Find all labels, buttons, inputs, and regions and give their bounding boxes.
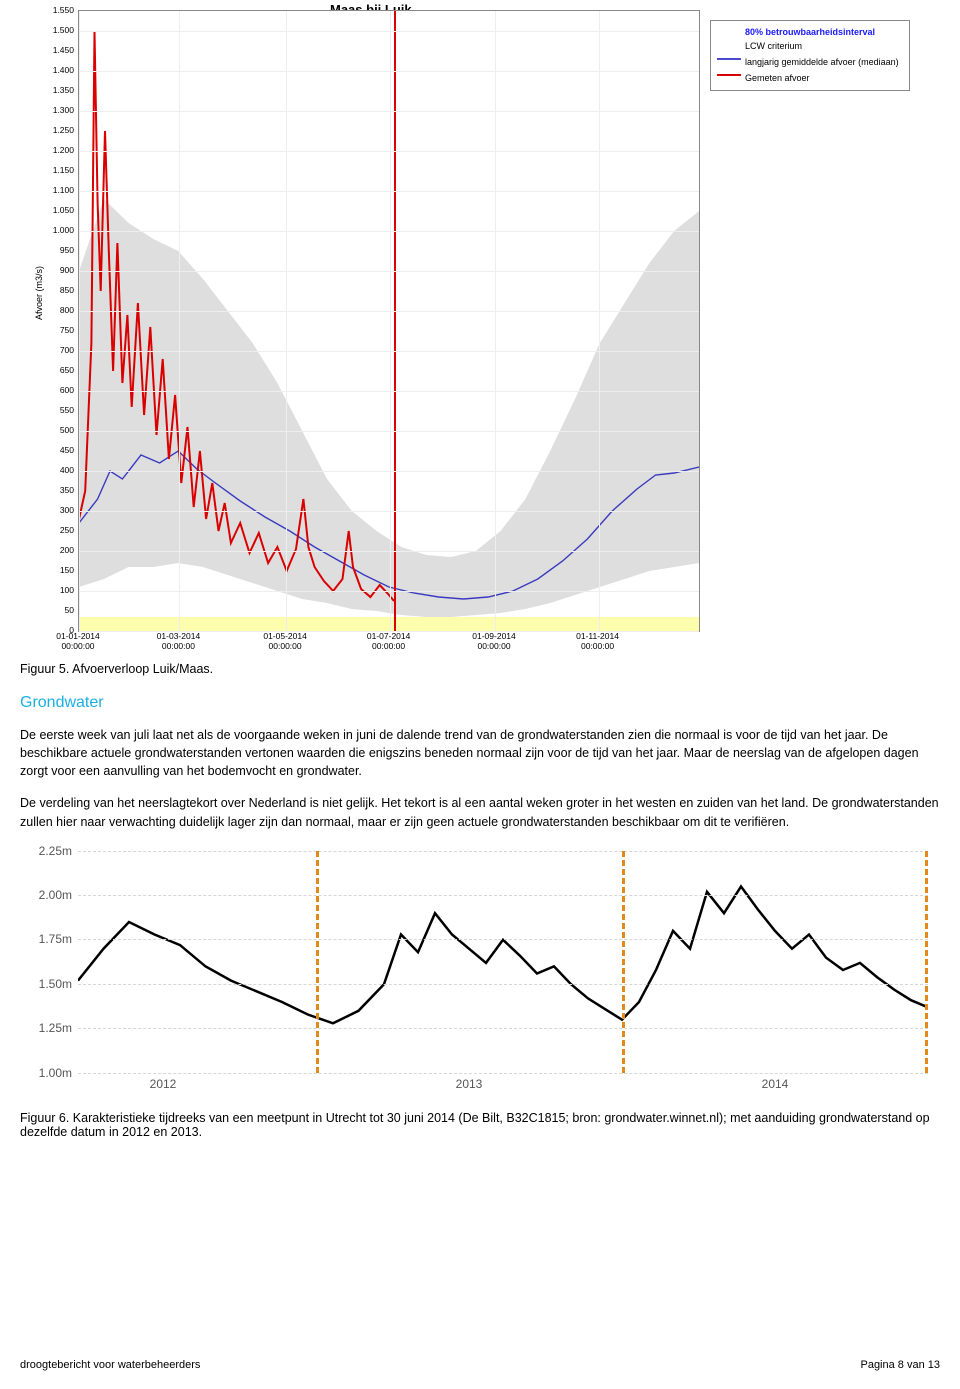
- chart1-y-ticks: 0501001502002503003504004505005506006507…: [44, 10, 74, 630]
- chart1-legend: 80% betrouwbaarheidsinterval LCW criteri…: [710, 20, 910, 91]
- section-heading-grondwater: Grondwater: [20, 694, 940, 712]
- page-footer: droogtebericht voor waterbeheerders Pagi…: [20, 1359, 940, 1371]
- chart1-x-ticks: 01-01-201400:00:0001-03-201400:00:0001-0…: [78, 632, 698, 656]
- paragraph-2: De verdeling van het neerslagtekort over…: [20, 794, 940, 830]
- legend-item-interval: 80% betrouwbaarheidsinterval: [717, 25, 903, 39]
- footer-left: droogtebericht voor waterbeheerders: [20, 1359, 200, 1371]
- legend-item-lcw: LCW criterium: [717, 39, 903, 53]
- figure5-caption: Figuur 5. Afvoerverloop Luik/Maas.: [20, 662, 940, 676]
- chart2-plot-area: [78, 851, 928, 1073]
- chart1-current-date-marker: [394, 11, 396, 631]
- chart1-yaxis-label: Afvoer (m3/s): [34, 266, 44, 320]
- legend-item-measured: Gemeten afvoer: [717, 70, 903, 86]
- paragraph-1: De eerste week van juli laat net als de …: [20, 726, 940, 780]
- chart-maas-bij-luik: Maas bij Luik Afvoer (m3/s) 050100150200…: [20, 0, 940, 656]
- legend-item-median: langjarig gemiddelde afvoer (mediaan): [717, 54, 903, 70]
- chart2-y-ticks: 1.00m1.25m1.50m1.75m2.00m2.25m: [22, 851, 72, 1073]
- chart-grondwater-utrecht: 1.00m1.25m1.50m1.75m2.00m2.25m 201220132…: [20, 845, 940, 1105]
- chart1-plot-area: [78, 10, 700, 632]
- figure6-caption: Figuur 6. Karakteristieke tijdreeks van …: [20, 1111, 940, 1139]
- footer-right: Pagina 8 van 13: [860, 1359, 940, 1371]
